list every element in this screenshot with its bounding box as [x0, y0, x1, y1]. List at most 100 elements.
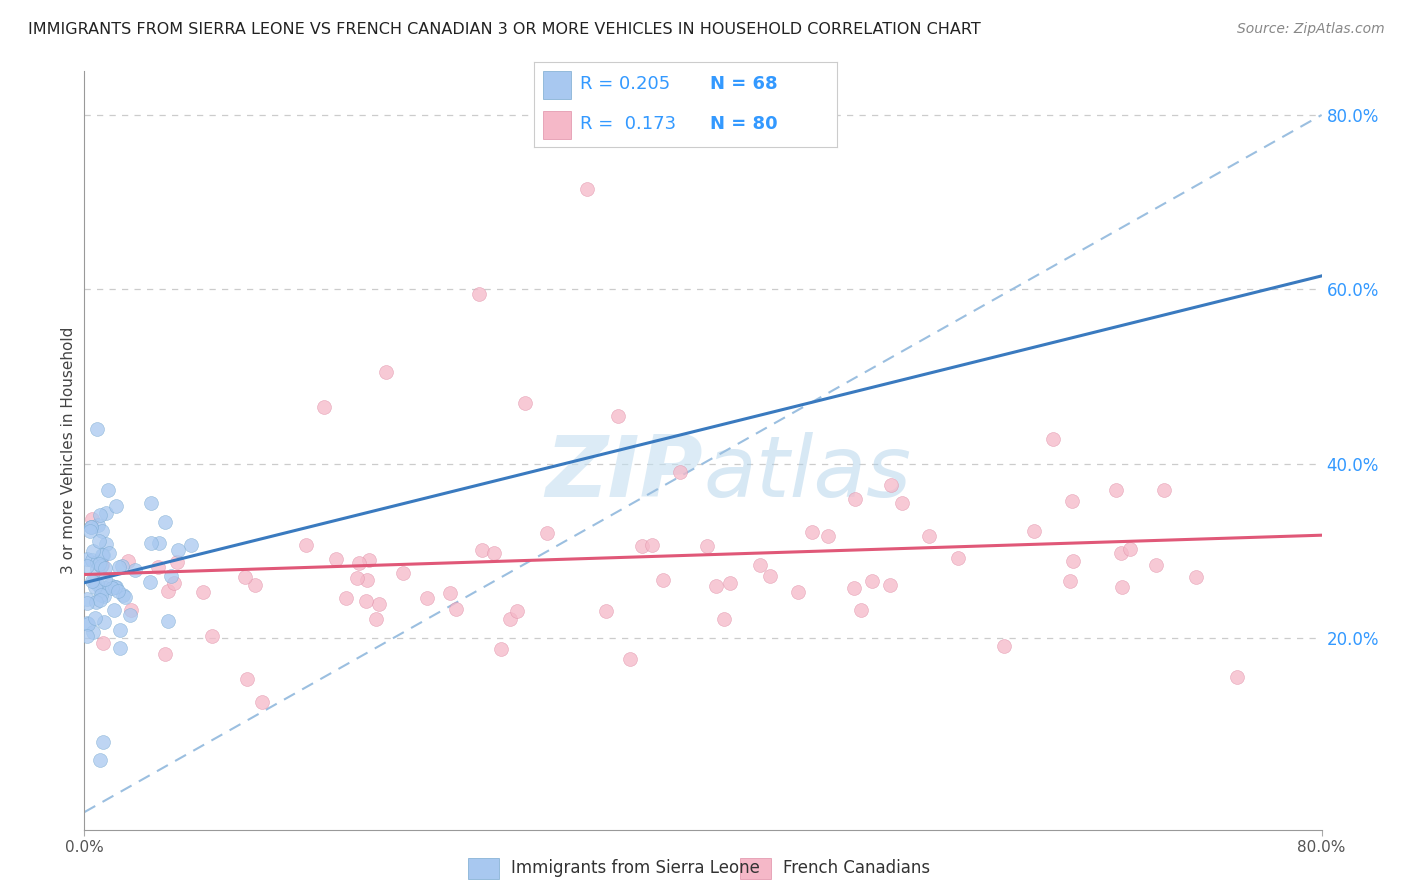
Point — [120, 603, 142, 617]
FancyBboxPatch shape — [543, 111, 571, 139]
Point — [79, 524, 101, 538]
Point — [93, 589, 115, 603]
Point — [107, 584, 129, 599]
Point — [444, 602, 467, 616]
Point — [82, 625, 104, 640]
Point — [482, 546, 505, 560]
Text: atlas: atlas — [703, 432, 911, 515]
Point — [368, 597, 391, 611]
Point — [860, 574, 883, 588]
Point — [118, 608, 141, 623]
Text: R = 0.205: R = 0.205 — [579, 76, 669, 94]
Point — [89, 753, 111, 767]
Point — [148, 535, 170, 549]
Point — [1022, 524, 1045, 539]
Point — [94, 581, 117, 595]
Point — [515, 395, 537, 409]
Point — [243, 577, 266, 591]
Point — [357, 552, 380, 566]
Point — [467, 286, 491, 301]
Point — [90, 583, 112, 598]
Point — [718, 576, 741, 591]
Point — [94, 572, 117, 586]
Point — [86, 422, 108, 436]
Point — [83, 580, 105, 594]
Point — [1105, 483, 1128, 498]
Point — [89, 508, 111, 522]
Point — [90, 524, 112, 538]
Point — [83, 574, 105, 588]
Point — [153, 516, 176, 530]
Point — [103, 603, 125, 617]
Point — [471, 542, 494, 557]
Point — [800, 524, 823, 539]
Point — [108, 623, 131, 637]
Text: IMMIGRANTS FROM SIERRA LEONE VS FRENCH CANADIAN 3 OR MORE VEHICLES IN HOUSEHOLD : IMMIGRANTS FROM SIERRA LEONE VS FRENCH C… — [28, 22, 981, 37]
Point — [160, 568, 183, 582]
Point — [180, 538, 202, 552]
Point — [713, 612, 735, 626]
Text: ZIP: ZIP — [546, 432, 703, 515]
Text: N = 80: N = 80 — [710, 115, 778, 133]
Point — [108, 640, 131, 655]
Point — [89, 593, 111, 607]
Point — [76, 558, 98, 573]
Point — [86, 595, 108, 609]
Point — [90, 558, 112, 572]
Point — [89, 534, 111, 549]
Point — [364, 612, 387, 626]
Y-axis label: 3 or more Vehicles in Household: 3 or more Vehicles in Household — [60, 326, 76, 574]
Point — [295, 538, 318, 552]
Point — [201, 629, 224, 643]
Text: R =  0.173: R = 0.173 — [579, 115, 676, 133]
Point — [86, 555, 108, 569]
FancyBboxPatch shape — [740, 858, 770, 879]
Text: Source: ZipAtlas.com: Source: ZipAtlas.com — [1237, 22, 1385, 37]
Point — [83, 611, 105, 625]
Point — [97, 483, 120, 497]
Point — [879, 578, 901, 592]
Point — [491, 641, 513, 656]
Point — [76, 629, 98, 643]
Point — [76, 615, 98, 630]
Point — [312, 400, 335, 414]
Point — [356, 573, 378, 587]
FancyBboxPatch shape — [468, 858, 499, 879]
Point — [114, 591, 136, 605]
Point — [90, 588, 112, 602]
Point — [499, 612, 522, 626]
Point — [94, 561, 117, 575]
Point — [139, 574, 162, 589]
Point — [89, 557, 111, 571]
Point — [101, 581, 124, 595]
Point — [335, 591, 357, 605]
Point — [105, 500, 128, 514]
Point — [91, 735, 114, 749]
Point — [851, 603, 873, 617]
Point — [817, 529, 839, 543]
Point — [946, 550, 969, 565]
Point — [1153, 483, 1175, 498]
Point — [1060, 494, 1083, 508]
Point — [86, 577, 108, 591]
Point — [166, 543, 188, 558]
Point — [166, 555, 188, 569]
Point — [80, 519, 103, 533]
Point — [536, 525, 558, 540]
Point — [117, 554, 139, 568]
Point — [94, 506, 117, 520]
Point — [346, 571, 368, 585]
Point — [153, 648, 176, 662]
Point — [354, 593, 377, 607]
Point — [236, 672, 259, 686]
Point — [506, 604, 529, 618]
Point — [105, 580, 128, 594]
Point — [880, 477, 903, 491]
Point — [704, 579, 727, 593]
Point — [107, 559, 129, 574]
Point — [1059, 574, 1081, 588]
Point — [157, 584, 180, 599]
Text: French Canadians: French Canadians — [783, 859, 931, 877]
Point — [1185, 569, 1208, 583]
Point — [80, 553, 103, 567]
